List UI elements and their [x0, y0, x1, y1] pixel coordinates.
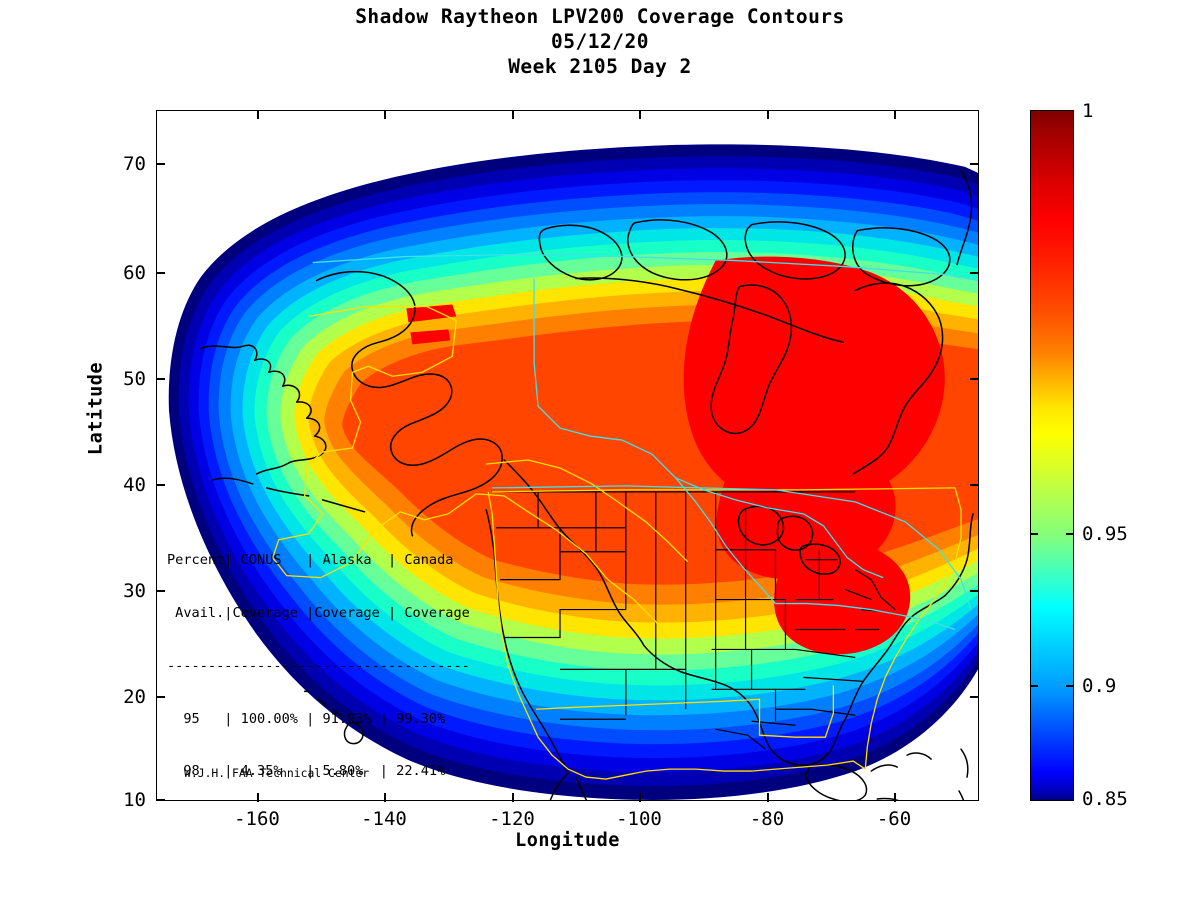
stats-header-1: Percent| CONUS | Alaska | Canada — [167, 552, 454, 569]
colorbar-gradient — [1031, 111, 1073, 800]
fir-boundary-cyan — [312, 253, 978, 631]
high-coverage-patch-alaska-1 — [406, 304, 457, 323]
credit-block: W.J.H. FAA Technical Center WAAS Test Te… — [184, 737, 369, 800]
xtick-120-top — [512, 110, 514, 119]
xlabel-160: -160 — [234, 808, 280, 830]
cblabel-095: 0.95 — [1082, 523, 1128, 545]
ytick-30 — [156, 590, 165, 592]
map-canvas: Percent| CONUS | Alaska | Canada Avail.|… — [157, 111, 978, 800]
xtick-100 — [639, 793, 641, 802]
contour-bands — [168, 144, 978, 800]
cbtick-095-right — [1066, 533, 1074, 535]
cbtick-090-left — [1030, 685, 1038, 687]
xtick-140-top — [384, 110, 386, 119]
colorbar[interactable] — [1030, 110, 1074, 801]
coastlines — [200, 170, 974, 800]
stats-row-95: 95 | 100.00% | 91.93% | 99.30% — [167, 710, 446, 727]
xlabel-140: -140 — [361, 808, 407, 830]
cbtick-095-left — [1030, 533, 1038, 535]
xtick-80 — [767, 793, 769, 802]
x-axis-title: Longitude — [515, 830, 620, 851]
title-line-1: Shadow Raytheon LPV200 Coverage Contours — [355, 5, 845, 28]
stats-header-2: Avail.|Coverage |Coverage | Coverage — [167, 604, 470, 621]
ytick-60-right — [970, 272, 979, 274]
cblabel-09: 0.9 — [1082, 675, 1117, 697]
ytick-50-right — [970, 378, 979, 380]
xtick-160-top — [257, 110, 259, 119]
xtick-120 — [512, 793, 514, 802]
y-axis-title: Latitude — [85, 361, 107, 456]
high-coverage-patch-alaska-2 — [410, 329, 451, 345]
ylabel-30: 30 — [123, 580, 146, 602]
stats-divider: ------------------------------------- — [167, 657, 470, 674]
cblabel-085: 0.85 — [1082, 788, 1128, 810]
xtick-140 — [384, 793, 386, 802]
ytick-70-right — [970, 163, 979, 165]
ytick-20 — [156, 696, 165, 698]
ylabel-10: 10 — [123, 789, 146, 811]
ytick-40-right — [970, 484, 979, 486]
ytick-30-right — [970, 590, 979, 592]
xtick-80-top — [767, 110, 769, 119]
xlabel-120: -120 — [489, 808, 535, 830]
xtick-100-top — [639, 110, 641, 119]
title-line-3: Week 2105 Day 2 — [508, 55, 692, 78]
ylabel-70: 70 — [123, 153, 146, 175]
xlabel-80: -80 — [749, 808, 785, 830]
cblabel-1: 1 — [1082, 100, 1094, 122]
ylabel-60: 60 — [123, 262, 146, 284]
ylabel-50: 50 — [123, 368, 146, 390]
statistics-table: Percent| CONUS | Alaska | Canada Avail.|… — [167, 517, 470, 800]
xtick-60-top — [894, 110, 896, 119]
ytick-70 — [156, 163, 165, 165]
fir-boundary-yellow — [271, 305, 962, 780]
ytick-20-right — [970, 696, 979, 698]
xtick-60 — [894, 793, 896, 802]
xtick-160 — [257, 793, 259, 802]
ylabel-20: 20 — [123, 686, 146, 708]
credit-line-1: W.J.H. FAA Technical Center — [184, 766, 370, 780]
coverage-map-svg — [168, 144, 978, 800]
ylabel-40: 40 — [123, 474, 146, 496]
ytick-10 — [156, 799, 165, 801]
ytick-60 — [156, 272, 165, 274]
title-line-2: 05/12/20 — [551, 30, 649, 53]
state-borders — [494, 491, 896, 750]
xlabel-100: -100 — [616, 808, 662, 830]
ytick-50 — [156, 378, 165, 380]
cbtick-090-right — [1066, 685, 1074, 687]
xlabel-60: -60 — [876, 808, 912, 830]
figure-title: Shadow Raytheon LPV200 Coverage Contours… — [0, 4, 1200, 79]
stats-row-98: 98 | 4.35% | 5.80% | 22.41% — [167, 763, 446, 780]
map-plot-area[interactable]: Percent| CONUS | Alaska | Canada Avail.|… — [156, 110, 979, 801]
ytick-40 — [156, 484, 165, 486]
